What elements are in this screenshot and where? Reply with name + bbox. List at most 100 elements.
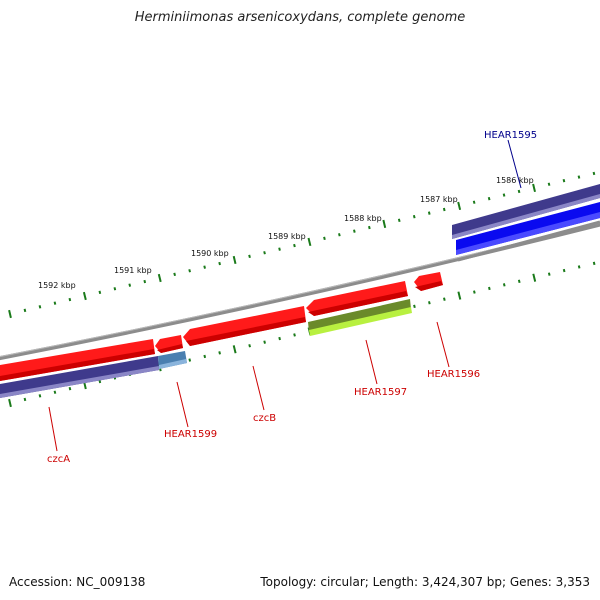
- outer-track-major-tick: [232, 255, 237, 265]
- accession-text: Accession: NC_009138: [9, 575, 146, 589]
- inner-track-minor-tick: [547, 272, 551, 276]
- inner-track-minor-tick: [443, 297, 446, 301]
- outer-track-minor-tick: [397, 218, 401, 223]
- leader-czca: [48, 406, 58, 452]
- inner-track-minor-tick: [488, 286, 491, 291]
- outer-track-minor-tick: [248, 254, 251, 259]
- secondary-backbone: [457, 220, 600, 262]
- outer-track-minor-tick: [263, 251, 266, 255]
- outer-track-major-tick: [307, 237, 312, 247]
- outer-track-minor-tick: [517, 189, 521, 194]
- gene-label-hear1596[interactable]: HEAR1596: [427, 369, 480, 380]
- outer-track-major-tick: [532, 183, 536, 193]
- inner-track-minor-tick: [188, 358, 192, 362]
- outer-track-minor-tick: [98, 290, 102, 295]
- outer-track-minor-tick: [143, 279, 147, 284]
- kbp-label-1590: 1590 kbp: [191, 249, 229, 258]
- gene-label-czca[interactable]: czcA: [47, 454, 70, 465]
- outer-track-major-tick: [8, 309, 12, 319]
- gene-czcb-shade: [186, 317, 306, 346]
- gene-hear1597-red-shade: [308, 291, 408, 316]
- inner-track-major-tick: [8, 398, 12, 408]
- gene-label-hear1597[interactable]: HEAR1597: [354, 387, 407, 398]
- gene-label-hear1595[interactable]: HEAR1595: [484, 130, 537, 141]
- gene-hear1597-olive[interactable]: [308, 299, 411, 332]
- genome-stats-text: Topology: circular; Length: 3,424,307 bp…: [260, 575, 590, 589]
- outer-track-minor-tick: [472, 200, 476, 204]
- leader-hear1596: [436, 321, 450, 368]
- kbp-label-1586: 1586 kbp: [496, 176, 534, 185]
- genome-title: Herminiimonas arsenicoxydans, complete g…: [134, 10, 466, 25]
- outer-track-minor-tick: [203, 265, 206, 269]
- gene-label-hear1599[interactable]: HEAR1599: [164, 429, 217, 440]
- gene-hear1599-steel-shade: [159, 359, 187, 369]
- gene-hear1596-shade: [415, 281, 443, 291]
- outer-track-minor-tick: [188, 269, 191, 273]
- inner-track-minor-tick: [23, 397, 27, 402]
- gene-blue-track-shade: [456, 212, 600, 255]
- gene-hear1599-red-shade: [157, 344, 183, 353]
- inner-track-minor-tick: [413, 304, 416, 309]
- inner-track-minor-tick: [562, 268, 566, 273]
- genome-backbone: [0, 222, 600, 361]
- outer-track-minor-tick: [68, 297, 72, 302]
- inner-track-minor-tick: [263, 340, 266, 344]
- inner-track-minor-tick: [248, 344, 251, 348]
- inner-track-major-tick: [532, 273, 537, 282]
- outer-track-minor-tick: [442, 207, 446, 212]
- outer-track-major-tick: [457, 201, 462, 211]
- outer-track-minor-tick: [487, 196, 491, 201]
- kbp-label-1587: 1587 kbp: [420, 195, 458, 204]
- outer-track-minor-tick: [278, 247, 281, 251]
- outer-track-minor-tick: [353, 229, 356, 233]
- leader-hear1599: [176, 381, 189, 428]
- inner-track-minor-tick: [218, 351, 221, 355]
- outer-track-minor-tick: [368, 225, 371, 230]
- outer-track-minor-tick: [323, 236, 326, 241]
- outer-track-minor-tick: [128, 283, 132, 287]
- outer-track-major-tick: [82, 291, 87, 301]
- inner-track-minor-tick: [278, 336, 281, 341]
- outer-track-major-tick: [157, 273, 162, 283]
- outer-track-minor-tick: [547, 182, 551, 186]
- inner-track-minor-tick: [502, 283, 506, 287]
- kbp-label-1591: 1591 kbp: [114, 266, 152, 275]
- gene-label-czcb[interactable]: czcB: [253, 413, 276, 424]
- outer-track-minor-tick: [38, 305, 42, 309]
- inner-track-major-tick: [232, 345, 237, 354]
- inner-track-minor-tick: [68, 386, 72, 391]
- outer-track-minor-tick: [562, 178, 566, 183]
- outer-track-minor-tick: [427, 211, 431, 215]
- inner-track-minor-tick: [517, 279, 521, 284]
- leader-czcb: [252, 365, 265, 411]
- kbp-label-1588: 1588 kbp: [344, 214, 382, 223]
- outer-tick-track: [8, 171, 596, 319]
- inner-track-major-tick: [457, 291, 462, 300]
- outer-track-minor-tick: [577, 175, 581, 179]
- leader-hear1597: [365, 339, 378, 385]
- outer-track-minor-tick: [502, 193, 506, 197]
- inner-track-minor-tick: [577, 265, 581, 269]
- outer-track-minor-tick: [412, 214, 416, 219]
- inner-track-minor-tick: [592, 261, 596, 266]
- inner-track-minor-tick: [38, 394, 42, 398]
- leader-hear1595: [507, 139, 522, 189]
- outer-track-minor-tick: [113, 287, 117, 291]
- outer-track-major-tick: [382, 219, 387, 229]
- gene-hear1595-shade: [452, 194, 600, 239]
- inner-track-minor-tick: [293, 333, 296, 337]
- kbp-label-1589: 1589 kbp: [268, 232, 306, 241]
- kbp-label-1592: 1592 kbp: [38, 281, 76, 290]
- inner-track-minor-tick: [53, 390, 57, 394]
- inner-track-minor-tick: [98, 379, 102, 384]
- gene-czca-red-shade: [0, 349, 155, 381]
- inner-tick-track: [8, 261, 596, 408]
- gene-czca-navy-shade: [0, 366, 159, 398]
- outer-track-minor-tick: [218, 261, 221, 266]
- outer-track-minor-tick: [53, 301, 57, 305]
- outer-track-minor-tick: [23, 308, 27, 313]
- gene-hear1597-lime: [309, 307, 412, 336]
- outer-track-minor-tick: [173, 272, 176, 277]
